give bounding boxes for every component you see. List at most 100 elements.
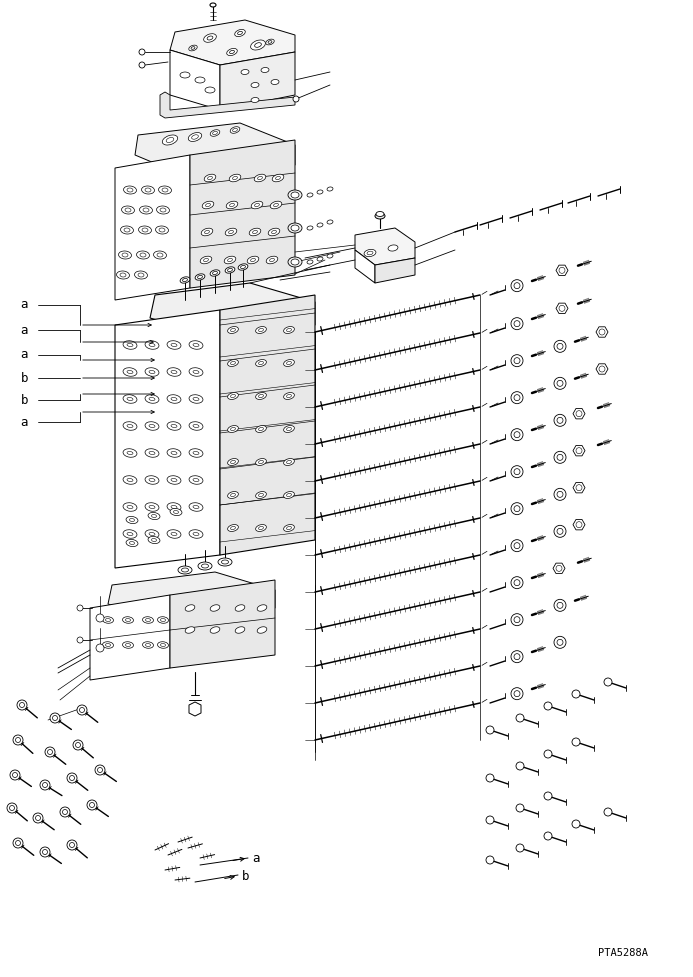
Ellipse shape <box>145 188 151 192</box>
Ellipse shape <box>231 460 236 464</box>
Ellipse shape <box>213 272 218 275</box>
Ellipse shape <box>229 51 234 54</box>
Ellipse shape <box>268 229 280 235</box>
Circle shape <box>554 340 566 353</box>
Ellipse shape <box>123 422 137 430</box>
Ellipse shape <box>124 228 130 232</box>
Ellipse shape <box>198 562 212 570</box>
Circle shape <box>514 320 520 326</box>
Circle shape <box>514 469 520 475</box>
Ellipse shape <box>152 515 157 518</box>
Circle shape <box>50 713 60 723</box>
Ellipse shape <box>283 491 295 498</box>
Ellipse shape <box>127 505 133 509</box>
Ellipse shape <box>317 257 323 261</box>
Ellipse shape <box>185 605 195 612</box>
Ellipse shape <box>123 186 137 194</box>
Ellipse shape <box>307 260 313 264</box>
Ellipse shape <box>123 476 137 485</box>
Circle shape <box>13 735 23 745</box>
Ellipse shape <box>227 360 238 366</box>
Ellipse shape <box>375 213 385 219</box>
Ellipse shape <box>125 618 130 621</box>
Ellipse shape <box>193 505 199 509</box>
Ellipse shape <box>258 527 263 530</box>
Ellipse shape <box>192 135 198 140</box>
Ellipse shape <box>189 476 203 485</box>
Ellipse shape <box>134 271 148 279</box>
Ellipse shape <box>235 605 245 612</box>
Circle shape <box>77 605 83 611</box>
Ellipse shape <box>247 256 258 264</box>
Circle shape <box>139 62 145 68</box>
Ellipse shape <box>157 642 168 649</box>
Ellipse shape <box>120 273 126 277</box>
Polygon shape <box>189 702 201 716</box>
Polygon shape <box>556 265 568 276</box>
Ellipse shape <box>167 341 181 349</box>
Ellipse shape <box>161 644 166 647</box>
Ellipse shape <box>261 67 269 72</box>
Text: b: b <box>21 371 28 385</box>
Circle shape <box>77 637 83 643</box>
Text: b: b <box>21 394 28 406</box>
Ellipse shape <box>127 398 133 401</box>
Polygon shape <box>115 155 190 300</box>
Ellipse shape <box>286 427 292 431</box>
Ellipse shape <box>256 525 266 531</box>
Ellipse shape <box>157 253 163 257</box>
Ellipse shape <box>204 33 216 42</box>
Ellipse shape <box>272 231 277 234</box>
Ellipse shape <box>231 527 236 530</box>
Circle shape <box>19 702 24 707</box>
Ellipse shape <box>225 229 237 235</box>
Ellipse shape <box>288 257 302 267</box>
Circle shape <box>544 792 552 800</box>
Ellipse shape <box>317 190 323 194</box>
Ellipse shape <box>145 448 159 457</box>
Circle shape <box>80 707 85 712</box>
Ellipse shape <box>105 644 110 647</box>
Ellipse shape <box>227 269 232 272</box>
Ellipse shape <box>195 77 205 83</box>
Ellipse shape <box>240 266 245 269</box>
Ellipse shape <box>288 190 302 200</box>
Ellipse shape <box>138 273 144 277</box>
Ellipse shape <box>180 72 190 78</box>
Circle shape <box>554 636 566 649</box>
Ellipse shape <box>154 251 166 259</box>
Ellipse shape <box>173 510 179 514</box>
Circle shape <box>514 579 520 585</box>
Ellipse shape <box>288 223 302 233</box>
Circle shape <box>554 599 566 612</box>
Ellipse shape <box>283 426 295 433</box>
Circle shape <box>511 318 523 329</box>
Ellipse shape <box>122 253 128 257</box>
Ellipse shape <box>286 395 292 398</box>
Polygon shape <box>573 520 585 530</box>
Text: b: b <box>242 870 249 882</box>
Ellipse shape <box>139 206 152 214</box>
Ellipse shape <box>167 476 181 485</box>
Ellipse shape <box>149 451 155 454</box>
Ellipse shape <box>189 530 203 538</box>
Ellipse shape <box>227 49 237 56</box>
Circle shape <box>557 491 563 497</box>
Circle shape <box>516 804 524 812</box>
Ellipse shape <box>204 231 209 234</box>
Circle shape <box>514 542 520 549</box>
Ellipse shape <box>227 491 238 498</box>
Ellipse shape <box>256 458 266 465</box>
Ellipse shape <box>171 398 177 401</box>
Ellipse shape <box>143 208 149 212</box>
Ellipse shape <box>130 519 134 522</box>
Circle shape <box>511 539 523 552</box>
Ellipse shape <box>258 460 263 464</box>
Circle shape <box>514 432 520 438</box>
Text: PTA5288A: PTA5288A <box>598 948 648 958</box>
Ellipse shape <box>307 193 313 197</box>
Ellipse shape <box>266 256 278 264</box>
Circle shape <box>95 765 105 775</box>
Ellipse shape <box>140 253 146 257</box>
Ellipse shape <box>189 341 203 349</box>
